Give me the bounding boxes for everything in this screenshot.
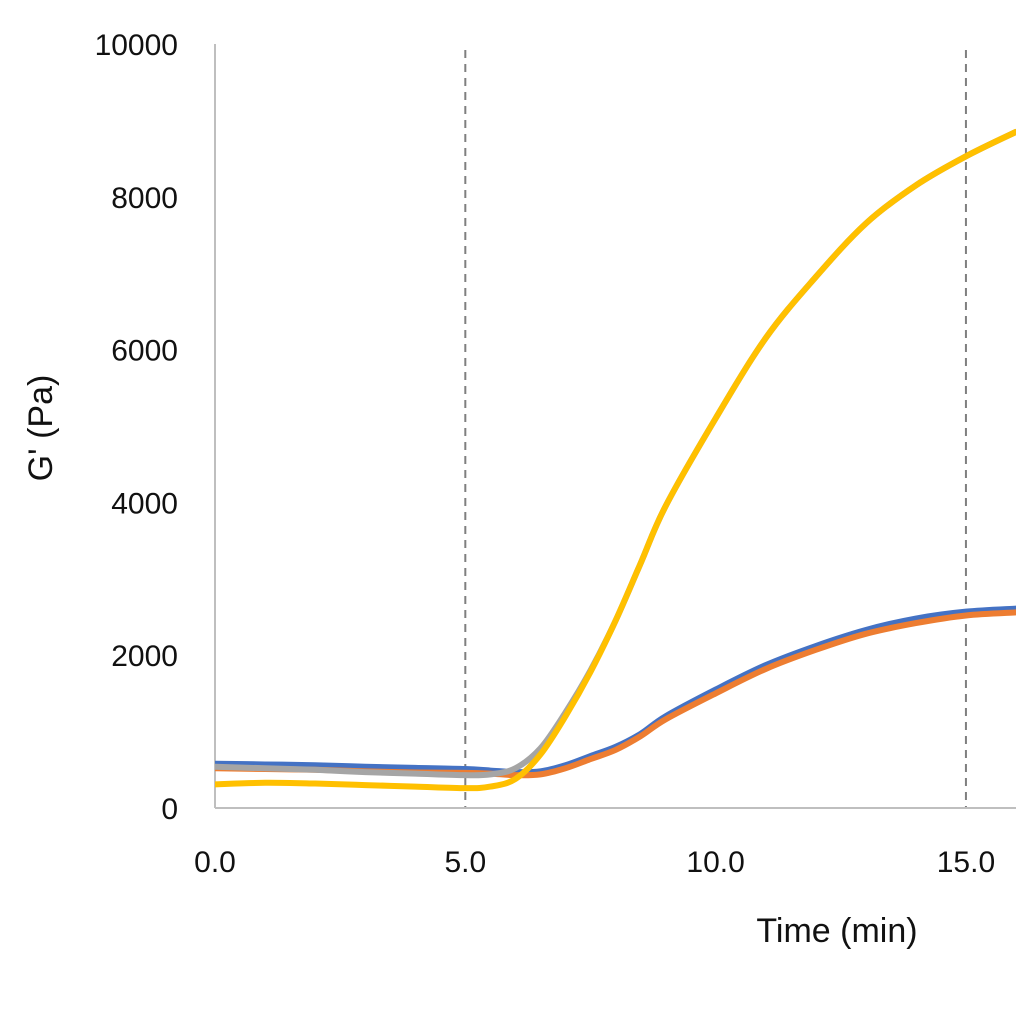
x-tick-label: 0.0	[194, 846, 236, 879]
series-line-3	[215, 128, 1016, 779]
x-tick-label: 15.0	[937, 846, 995, 879]
series-line-4	[215, 128, 1016, 792]
axes	[214, 44, 1016, 809]
y-tick-label: 4000	[111, 487, 178, 520]
y-tick-label: 8000	[111, 182, 178, 215]
series-lines	[215, 128, 1016, 792]
series-line-2	[215, 609, 1016, 779]
reference-lines	[464, 50, 967, 808]
y-axis-title: G' (Pa)	[22, 375, 60, 482]
x-tick-labels: 0.0 5.0 10.0 15.0	[194, 846, 995, 879]
y-tick-label: 6000	[111, 335, 178, 368]
x-tick-label: 5.0	[444, 846, 486, 879]
y-tick-label: 0	[161, 793, 178, 826]
x-axis-title: Time (min)	[756, 912, 917, 950]
y-tick-label: 10000	[95, 29, 178, 62]
x-tick-label: 10.0	[686, 846, 744, 879]
y-tick-labels: 0 2000 4000 6000 8000 10000	[95, 29, 178, 826]
y-tick-label: 2000	[111, 640, 178, 673]
